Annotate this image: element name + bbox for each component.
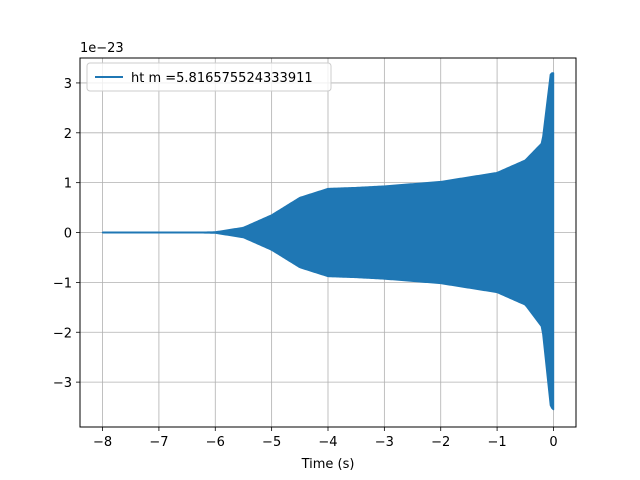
y-scale-label: 1e−23 (80, 41, 124, 56)
y-tick-label: 3 (64, 77, 72, 92)
y-axis: −3 −2 −1 0 1 2 3 (53, 77, 80, 391)
x-tick-label: −4 (318, 435, 337, 450)
x-tick-label: −1 (488, 435, 507, 450)
x-tick-label: −5 (262, 435, 281, 450)
x-tick-label: −8 (93, 435, 112, 450)
x-tick-label: −3 (375, 435, 394, 450)
legend: ht m =5.816575524333911 (86, 62, 332, 92)
x-tick-label: −2 (431, 435, 450, 450)
x-tick-label: 0 (549, 435, 557, 450)
x-axis-label: Time (s) (301, 457, 355, 472)
legend-label: ht m =5.816575524333911 (131, 71, 313, 86)
y-tick-label: 2 (64, 127, 72, 142)
x-tick-label: −6 (206, 435, 225, 450)
x-axis: −8 −7 −6 −5 −4 −3 −2 −1 0 (93, 427, 558, 450)
series-waveform (101, 72, 555, 411)
y-tick-label: 1 (64, 177, 72, 192)
y-tick-label: −3 (53, 376, 72, 391)
x-tick-label: −7 (149, 435, 168, 450)
y-tick-label: −1 (53, 276, 72, 291)
y-tick-label: 0 (64, 227, 72, 242)
legend-box (86, 62, 332, 92)
plot-area (101, 72, 555, 411)
y-tick-label: −2 (53, 326, 72, 341)
